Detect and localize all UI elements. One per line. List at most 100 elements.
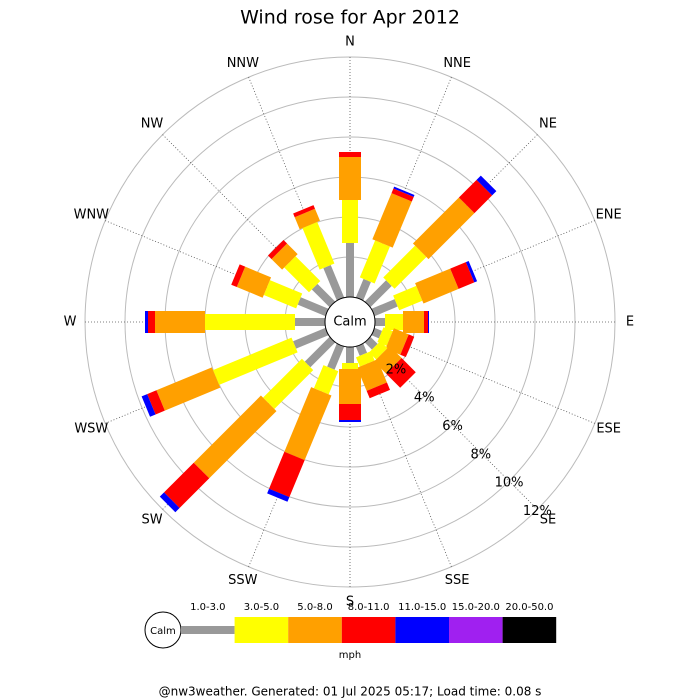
bar-segment <box>302 221 335 270</box>
direction-bars <box>355 186 415 301</box>
direction-label: ESE <box>596 422 621 437</box>
legend-swatch <box>181 626 235 634</box>
bar-segment <box>323 265 345 301</box>
legend-calm-label: Calm <box>150 626 176 637</box>
bar-segment <box>359 240 390 284</box>
bar-segment <box>400 334 415 358</box>
bar-segment <box>297 297 329 317</box>
bar-segment <box>339 152 361 157</box>
spoke <box>105 220 351 323</box>
bar-segment <box>372 193 412 248</box>
bar-segment <box>284 256 321 293</box>
bar-segment <box>311 283 336 308</box>
bar-segment <box>339 157 361 200</box>
bar-segment <box>304 336 336 368</box>
r-tick-label: 2% <box>386 362 407 377</box>
bar-segment <box>263 280 303 309</box>
bar-segment <box>415 268 459 304</box>
bar-segment <box>450 262 475 289</box>
bar-segment <box>346 347 354 363</box>
bar-segment <box>147 390 165 415</box>
bar-segment <box>403 311 424 333</box>
legend-unit: mph <box>339 650 361 661</box>
legend-swatch <box>288 617 342 643</box>
legend-label: 3.0-5.0 <box>244 602 279 613</box>
legend-label: 1.0-3.0 <box>190 602 225 613</box>
direction-label: WSW <box>74 422 108 437</box>
bar-segment <box>205 314 295 330</box>
bar-segment <box>355 278 371 301</box>
bar-segment <box>148 311 155 333</box>
bar-segment <box>339 404 361 420</box>
direction-bars <box>364 175 497 308</box>
bar-segment <box>313 365 339 395</box>
direction-bars <box>339 152 361 297</box>
legend-label: 11.0-15.0 <box>398 602 446 613</box>
bar-segment <box>295 318 325 326</box>
direction-label: S <box>346 595 354 610</box>
bar-segment <box>476 175 497 196</box>
spoke <box>248 77 351 323</box>
chart-title: Wind rose for Apr 2012 <box>240 7 460 29</box>
bar-segment <box>375 318 385 326</box>
bar-segment <box>355 343 368 356</box>
bar-segment <box>393 186 415 197</box>
bar-segment <box>342 363 358 369</box>
direction-bars <box>267 239 336 308</box>
bar-segment <box>393 285 423 311</box>
direction-label: SE <box>540 512 556 527</box>
calm-label: Calm <box>333 315 366 330</box>
bar-segment <box>293 327 329 349</box>
bar-segment <box>236 266 272 298</box>
direction-label: W <box>64 315 77 330</box>
bar-segment <box>145 311 148 333</box>
r-tick-label: 10% <box>495 476 524 491</box>
bar-segment <box>212 337 298 385</box>
direction-bars <box>293 205 345 301</box>
direction-label: E <box>626 315 634 330</box>
direction-label: N <box>345 35 355 50</box>
direction-label: ENE <box>596 207 622 222</box>
bar-segment <box>356 351 375 367</box>
r-tick-label: 12% <box>523 504 552 519</box>
bar-segment <box>269 451 305 498</box>
bar-segment <box>271 243 298 270</box>
bar-segment <box>386 358 416 388</box>
legend-swatch <box>395 617 449 643</box>
bar-segment <box>284 387 332 461</box>
footer: @nw3weather. Generated: 01 Jul 2025 05:1… <box>159 685 542 699</box>
direction-bars <box>231 264 329 317</box>
direction-bars <box>339 347 361 422</box>
bar-segment <box>267 239 288 260</box>
r-tick-label: 6% <box>442 419 463 434</box>
bar-segment <box>164 462 210 508</box>
bar-segment <box>458 179 493 214</box>
legend-label: 8.0-11.0 <box>348 602 390 613</box>
bar-segment <box>346 243 354 297</box>
direction-bars <box>355 343 391 399</box>
direction-label: NNE <box>443 56 471 71</box>
direction-label: NW <box>141 117 164 132</box>
bar-segment <box>357 359 387 391</box>
bar-segment <box>339 420 361 422</box>
bar-segment <box>339 369 361 404</box>
direction-bars <box>145 311 325 333</box>
bar-segment <box>424 311 428 333</box>
bar-segment <box>141 394 156 417</box>
direction-bars <box>159 336 336 513</box>
legend-swatch <box>234 617 289 643</box>
bar-segment <box>391 188 414 202</box>
bar-segment <box>231 264 246 288</box>
direction-bars <box>141 327 329 417</box>
spoke <box>162 134 351 323</box>
bar-segment <box>364 280 392 308</box>
bar-segment <box>428 311 429 333</box>
r-tick-label: 8% <box>471 447 492 462</box>
bar-segment <box>156 367 221 411</box>
legend-swatch <box>502 617 557 643</box>
r-tick-label: 4% <box>414 391 435 406</box>
bar-segment <box>155 311 205 333</box>
direction-bars <box>267 343 345 502</box>
legend-swatch <box>449 617 503 643</box>
direction-label: SSW <box>228 573 258 588</box>
